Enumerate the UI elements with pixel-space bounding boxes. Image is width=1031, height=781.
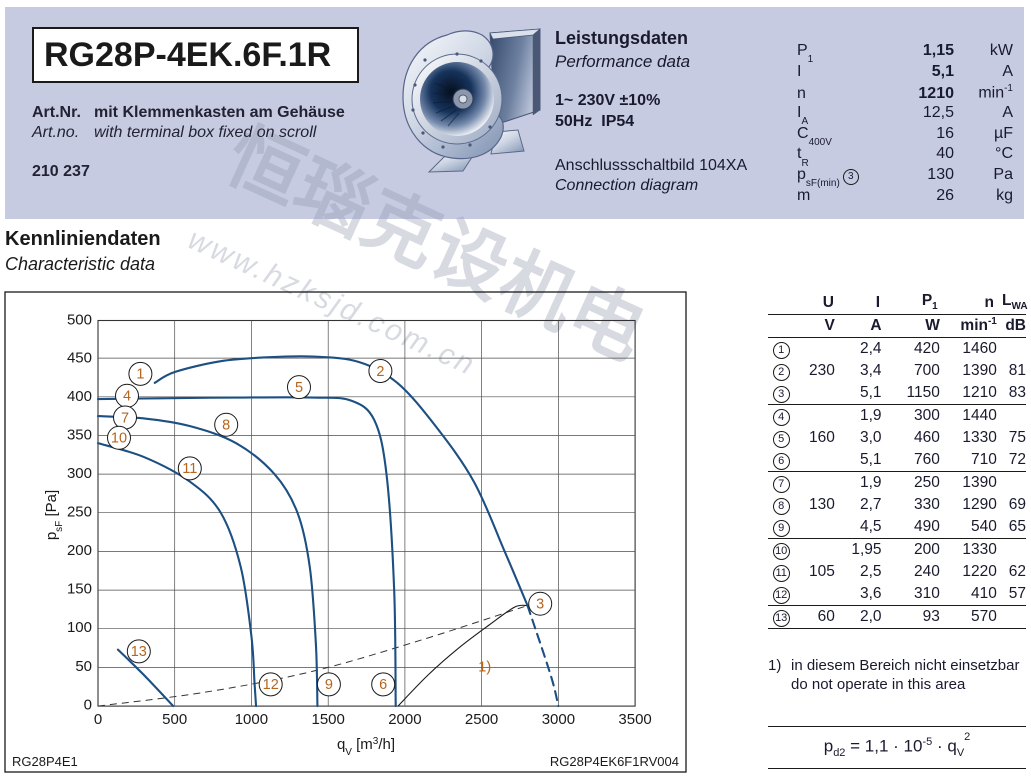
svg-text:1000: 1000: [235, 711, 268, 728]
svg-text:3000: 3000: [542, 711, 575, 728]
svg-text:200: 200: [67, 542, 92, 559]
svg-text:500: 500: [67, 312, 92, 329]
svg-text:0: 0: [84, 697, 92, 714]
svg-text:6: 6: [379, 677, 387, 693]
svg-text:3500: 3500: [618, 711, 651, 728]
svg-text:2000: 2000: [388, 711, 421, 728]
svg-text:4: 4: [123, 389, 131, 405]
svg-text:350: 350: [67, 427, 92, 444]
svg-text:13: 13: [131, 644, 147, 660]
svg-text:psF [Pa]: psF [Pa]: [43, 490, 65, 540]
svg-text:2: 2: [376, 364, 384, 380]
svg-text:1): 1): [478, 660, 491, 676]
svg-text:5: 5: [295, 380, 303, 396]
svg-text:100: 100: [67, 619, 92, 636]
svg-text:1: 1: [136, 367, 144, 383]
svg-text:10: 10: [111, 431, 127, 447]
svg-text:12: 12: [263, 677, 279, 693]
svg-text:50: 50: [75, 658, 92, 675]
svg-text:0: 0: [94, 711, 102, 728]
svg-text:8: 8: [222, 418, 230, 434]
svg-text:RG28P4E1: RG28P4E1: [12, 754, 78, 769]
svg-text:11: 11: [182, 461, 197, 477]
svg-text:250: 250: [67, 504, 92, 521]
svg-text:3: 3: [536, 597, 544, 613]
svg-text:qV [m3/h]: qV [m3/h]: [337, 736, 395, 758]
svg-text:150: 150: [67, 581, 92, 598]
svg-text:9: 9: [325, 677, 333, 693]
svg-text:RG28P4EK6F1RV004: RG28P4EK6F1RV004: [550, 754, 679, 769]
svg-text:450: 450: [67, 350, 92, 367]
svg-text:300: 300: [67, 465, 92, 482]
svg-text:500: 500: [162, 711, 187, 728]
svg-text:2500: 2500: [465, 711, 498, 728]
svg-text:7: 7: [121, 410, 129, 426]
svg-text:1500: 1500: [312, 711, 345, 728]
svg-text:400: 400: [67, 388, 92, 405]
